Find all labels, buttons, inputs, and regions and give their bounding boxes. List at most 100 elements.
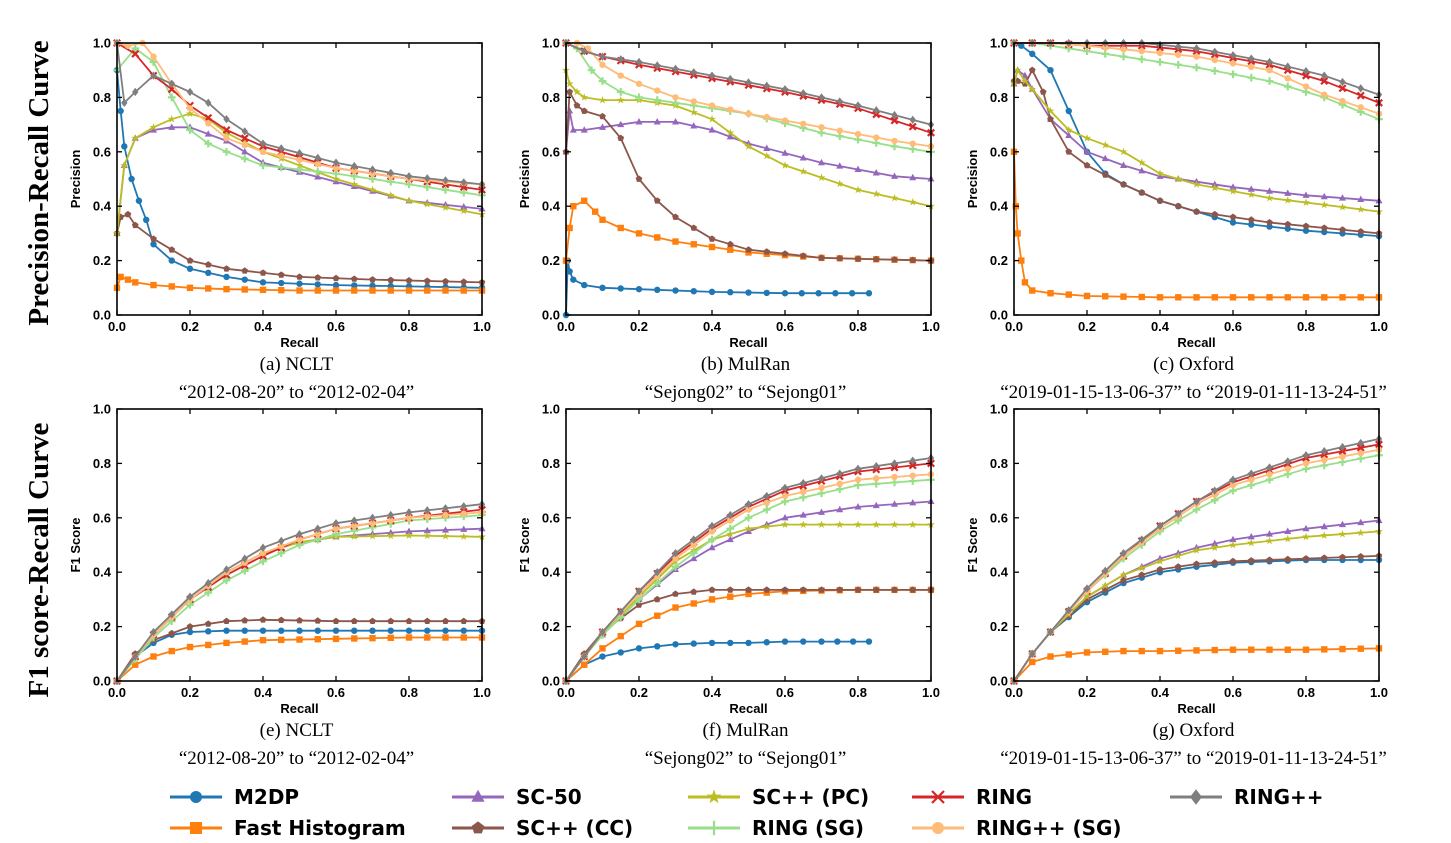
y-axis-label: F1 Score bbox=[68, 518, 83, 573]
data-point-sc-cc bbox=[763, 248, 771, 255]
data-point-fast-histogram bbox=[1065, 651, 1072, 658]
data-point-ring-sg bbox=[690, 98, 697, 105]
x-tick-label: 0.8 bbox=[1297, 319, 1315, 334]
data-point-sc-pc bbox=[149, 123, 158, 131]
data-point-sc-50 bbox=[890, 500, 899, 507]
data-point-sc-pc bbox=[689, 108, 698, 116]
data-point-m2dp bbox=[781, 638, 789, 645]
series-ring bbox=[562, 453, 935, 685]
data-point-ring bbox=[1302, 66, 1310, 76]
data-point-ring-sg bbox=[653, 579, 662, 587]
data-point-sc-pc bbox=[405, 531, 413, 539]
legend: M2DP Fast Histogram SC-50 SC++ (CC) SC++ (PC… bbox=[170, 785, 1324, 840]
series-line-m2dp bbox=[1013, 559, 1379, 682]
x-tick-label: 0.4 bbox=[1151, 319, 1170, 334]
data-point-sc-pc bbox=[835, 179, 844, 188]
data-point-ring-sg bbox=[1120, 46, 1127, 53]
data-point-sc-50 bbox=[781, 149, 789, 156]
data-point-ring bbox=[223, 565, 230, 574]
data-point-fast-histogram bbox=[351, 287, 358, 294]
data-point-fast-histogram bbox=[1229, 294, 1237, 301]
data-point-sc-50 bbox=[1357, 195, 1365, 202]
data-point-sc-pc bbox=[1028, 85, 1037, 93]
data-point-sc-50 bbox=[1247, 185, 1255, 192]
data-point-ring-sg bbox=[441, 186, 450, 194]
data-point-sc-cc bbox=[296, 273, 303, 280]
data-point-sc-pc bbox=[368, 532, 377, 540]
x-tick-label: 0.4 bbox=[703, 319, 722, 334]
data-point-sc-50 bbox=[726, 133, 734, 140]
data-point-fast-histogram bbox=[1156, 294, 1164, 301]
data-point-fast-histogram bbox=[424, 634, 431, 641]
y-axis-label: Precision bbox=[68, 150, 83, 209]
data-point-fast-histogram bbox=[708, 243, 716, 251]
series-sc-pc bbox=[113, 531, 486, 685]
data-point-sc-cc bbox=[1156, 197, 1164, 204]
data-point-ring-sg bbox=[617, 72, 624, 79]
data-point-fast-histogram bbox=[1211, 646, 1218, 654]
data-point-sc-50 bbox=[708, 543, 716, 551]
data-point-fast-histogram bbox=[460, 287, 467, 294]
data-point-fast-histogram bbox=[566, 224, 573, 232]
data-point-ring-sg bbox=[635, 93, 643, 102]
data-point-fast-histogram bbox=[223, 285, 230, 293]
data-point-m2dp bbox=[278, 279, 285, 287]
data-point-sc-cc bbox=[872, 586, 880, 593]
data-point-fast-histogram bbox=[1120, 647, 1127, 655]
data-point-ring bbox=[460, 502, 467, 511]
x-tick-label: 1.0 bbox=[922, 685, 940, 700]
data-point-m2dp bbox=[241, 276, 248, 283]
data-point-m2dp bbox=[150, 241, 157, 248]
data-point-sc-cc bbox=[350, 617, 358, 625]
data-point-ring bbox=[818, 93, 825, 102]
data-point-ring bbox=[781, 483, 789, 493]
data-point-ring bbox=[909, 456, 916, 465]
data-point-m2dp bbox=[424, 627, 431, 634]
data-point-fast-histogram bbox=[241, 286, 248, 293]
data-point-ring-sg bbox=[672, 555, 679, 562]
data-point-fast-histogram bbox=[296, 287, 303, 294]
data-point-fast-histogram bbox=[570, 203, 577, 210]
data-point-m2dp bbox=[332, 281, 340, 289]
panel-caption: (a) NCLT bbox=[260, 354, 334, 375]
data-point-m2dp bbox=[1065, 107, 1072, 115]
axes-frame bbox=[1013, 42, 1380, 316]
data-point-ring-sg bbox=[240, 567, 249, 575]
legend-entry-m2dp: M2DP bbox=[170, 785, 299, 809]
data-point-sc-cc bbox=[1047, 115, 1054, 123]
data-point-ring-sg bbox=[800, 120, 807, 128]
y-tick-label: 0.8 bbox=[990, 90, 1008, 105]
data-point-ring-sg bbox=[278, 543, 285, 550]
data-point-sc-cc bbox=[1039, 88, 1047, 95]
data-point-ring-sg bbox=[891, 137, 898, 145]
data-point-sc-cc bbox=[204, 261, 212, 268]
data-point-ring bbox=[781, 85, 789, 94]
data-point-sc-cc bbox=[763, 586, 771, 593]
data-point-sc-pc bbox=[459, 206, 468, 215]
data-point-sc-pc bbox=[386, 531, 395, 540]
data-point-sc-pc bbox=[441, 203, 450, 211]
data-point-m2dp bbox=[1018, 42, 1025, 49]
data-point-ring bbox=[891, 110, 898, 120]
data-point-fast-histogram bbox=[1321, 294, 1328, 301]
y-tick-label: 0.6 bbox=[542, 144, 560, 159]
series-fast-histogram bbox=[1010, 645, 1383, 685]
data-point-ring-sg bbox=[708, 528, 716, 535]
legend-entry-ring: RING++ bbox=[1170, 785, 1324, 809]
data-point-m2dp bbox=[296, 627, 303, 634]
data-point-sc-50 bbox=[1083, 147, 1091, 155]
data-point-sc-pc bbox=[1101, 581, 1110, 590]
y-tick-label: 1.0 bbox=[93, 402, 111, 417]
data-point-ring-sg bbox=[1321, 91, 1328, 98]
data-point-ring bbox=[351, 161, 358, 171]
data-point-fast-histogram bbox=[635, 230, 643, 237]
data-point-ring bbox=[1302, 451, 1310, 460]
data-point-ring-sg bbox=[818, 484, 825, 492]
data-point-ring bbox=[745, 500, 752, 509]
y-tick-label: 0.6 bbox=[93, 510, 111, 525]
legend-entry-sc-50: SC-50 bbox=[452, 785, 582, 809]
data-point-m2dp bbox=[387, 627, 394, 634]
data-point-ring-sg bbox=[387, 517, 394, 524]
data-point-ring bbox=[1248, 469, 1255, 478]
axes-frame bbox=[116, 42, 483, 316]
